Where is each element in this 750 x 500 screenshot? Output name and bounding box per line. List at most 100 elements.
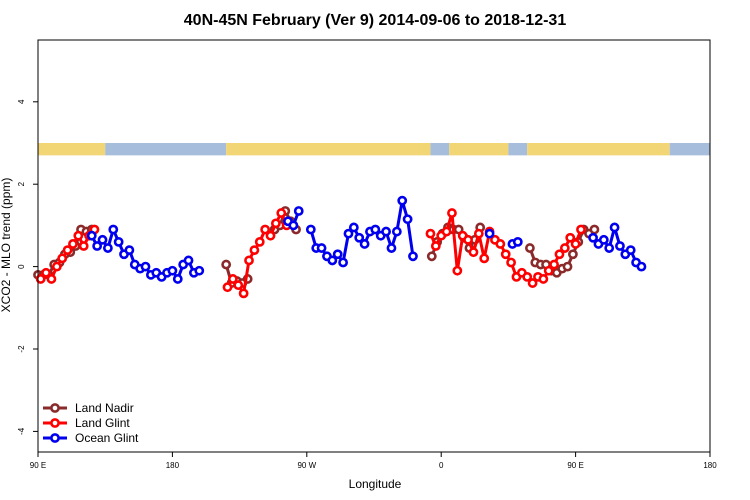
data-point-land-glint <box>527 278 538 288</box>
surface-band <box>38 143 710 156</box>
data-point-ocean-glint <box>140 261 151 272</box>
data-point-land-glint <box>479 253 490 264</box>
data-point-ocean-glint <box>598 234 609 245</box>
legend-label: Ocean Glint <box>75 431 139 445</box>
data-point-land-glint <box>265 230 276 241</box>
data-point-land-glint <box>468 247 479 258</box>
data-point-ocean-glint <box>293 206 304 216</box>
data-point-ocean-glint <box>102 243 113 253</box>
data-point-ocean-glint <box>113 236 124 247</box>
legend-item-land-nadir: Land Nadir <box>43 401 134 415</box>
x-tick-label: 0 <box>439 461 444 470</box>
data-point-ocean-glint <box>397 195 408 206</box>
data-point-land-nadir <box>568 249 578 260</box>
data-point-ocean-glint <box>391 226 402 237</box>
x-tick-label: 90 E <box>567 461 583 470</box>
data-point-land-glint <box>41 267 51 278</box>
data-point-land-glint <box>78 241 89 251</box>
legend-label: Land Glint <box>75 416 130 430</box>
surface-band-land <box>38 143 106 156</box>
data-point-land-glint <box>270 218 281 229</box>
data-point-ocean-glint <box>183 255 194 266</box>
data-point-land-glint <box>46 274 57 284</box>
data-point-land-glint <box>441 226 452 237</box>
data-point-land-glint <box>51 261 62 272</box>
data-point-land-glint <box>538 274 549 284</box>
data-point-land-glint <box>570 239 581 249</box>
x-axis: 90 E 180 90 W 0 90 E 180 <box>30 452 717 470</box>
data-point-ocean-glint <box>172 274 183 284</box>
data-point-land-glint <box>500 249 511 260</box>
surface-band-land <box>449 143 509 156</box>
surface-band-ocean <box>669 143 710 156</box>
series-land-glint <box>35 208 586 299</box>
data-point-ocean-glint <box>108 224 119 235</box>
data-point-ocean-glint <box>97 234 108 245</box>
data-point-ocean-glint <box>604 243 615 253</box>
y-tick-label: 2 <box>17 181 26 186</box>
series-line-ocean-glint <box>90 228 200 281</box>
plot-frame <box>37 39 711 453</box>
data-point-ocean-glint <box>327 255 338 266</box>
surface-band-ocean <box>508 143 528 156</box>
data-point-land-glint <box>543 265 554 276</box>
data-point-ocean-glint <box>636 261 647 272</box>
legend-marker <box>50 433 60 443</box>
data-point-land-nadir <box>525 243 535 253</box>
data-point-ocean-glint <box>359 239 370 249</box>
data-point-land-glint <box>73 230 84 241</box>
surface-band-ocean <box>105 143 227 156</box>
data-point-ocean-glint <box>92 241 103 251</box>
data-point-land-glint <box>554 249 565 260</box>
data-point-ocean-glint <box>338 257 348 268</box>
y-tick-label: -2 <box>17 345 26 353</box>
data-point-land-nadir <box>426 251 437 262</box>
legend-label: Land Nadir <box>75 401 134 415</box>
data-point-land-glint <box>260 224 271 235</box>
data-point-land-glint <box>68 239 78 249</box>
data-point-ocean-glint <box>512 236 523 247</box>
data-point-ocean-glint <box>408 251 418 262</box>
data-point-land-glint <box>233 280 244 291</box>
data-point-land-glint <box>447 208 457 218</box>
legend-marker <box>50 403 60 413</box>
data-point-ocean-glint <box>332 249 343 260</box>
data-point-ocean-glint <box>381 226 391 237</box>
legend-item-ocean-glint: Ocean Glint <box>43 431 139 445</box>
data-point-ocean-glint <box>615 241 625 251</box>
legend-marker <box>50 418 60 428</box>
data-point-ocean-glint <box>370 224 381 235</box>
data-point-ocean-glint <box>124 245 135 256</box>
data-point-land-glint <box>227 274 238 284</box>
data-point-land-glint <box>57 253 68 264</box>
chart-title: 40N-45N February (Ver 9) 2014-09-06 to 2… <box>184 12 567 29</box>
x-tick-label: 180 <box>703 461 717 470</box>
data-point-land-glint <box>276 208 287 218</box>
data-point-ocean-glint <box>609 222 620 233</box>
data-point-land-glint <box>565 232 576 243</box>
data-point-land-glint <box>495 239 506 249</box>
y-axis: -4 -2 0 2 4 <box>17 99 38 435</box>
data-point-ocean-glint <box>484 228 495 239</box>
data-point-ocean-glint <box>386 243 397 253</box>
data-point-land-glint <box>522 271 533 282</box>
data-point-land-glint <box>222 282 233 293</box>
surface-band-land <box>226 143 431 156</box>
data-point-land-glint <box>35 274 46 284</box>
data-point-land-glint <box>425 228 436 239</box>
series-ocean-glint <box>86 195 647 284</box>
x-tick-label: 90 E <box>30 461 46 470</box>
data-point-land-nadir <box>221 259 232 270</box>
data-point-ocean-glint <box>86 230 97 241</box>
data-point-ocean-glint <box>343 228 354 239</box>
x-tick-label: 180 <box>166 461 180 470</box>
series-group <box>33 195 647 299</box>
data-point-ocean-glint <box>305 224 316 235</box>
data-point-land-nadir <box>562 261 573 272</box>
x-axis-label: Longitude <box>349 477 402 491</box>
data-point-ocean-glint <box>588 232 598 243</box>
data-point-land-glint <box>506 257 516 268</box>
data-point-ocean-glint <box>348 222 359 233</box>
data-point-land-glint <box>463 234 473 245</box>
